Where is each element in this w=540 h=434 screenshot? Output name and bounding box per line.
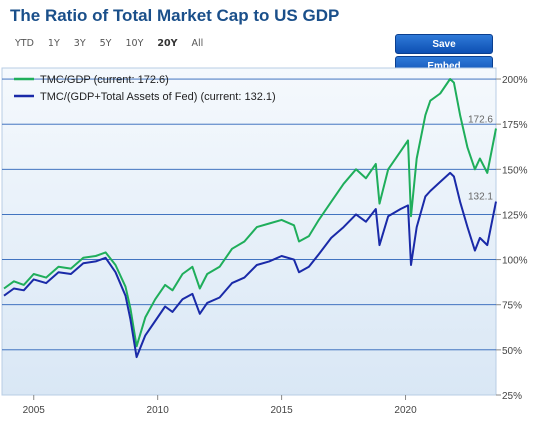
y-tick-label: 75% xyxy=(502,301,522,312)
y-axis: 25% 50% 75% 100% 125% 150% 175% 200% xyxy=(496,75,528,402)
legend-label: TMC/(GDP+Total Assets of Fed) (current: … xyxy=(40,91,276,103)
legend: TMC/GDP (current: 172.6) TMC/(GDP+Total A… xyxy=(14,74,276,103)
y-tick-label: 175% xyxy=(502,120,528,131)
plot-area xyxy=(1,67,497,396)
page-title: The Ratio of Total Market Cap to US GDP xyxy=(10,6,340,25)
range-all[interactable]: All xyxy=(191,38,204,49)
end-value-label: 172.6 xyxy=(468,115,493,126)
x-tick-label: 2015 xyxy=(270,405,293,416)
legend-label: TMC/GDP (current: 172.6) xyxy=(40,74,169,86)
save-button[interactable]: Save xyxy=(395,34,493,54)
x-axis: 2005 2010 2015 2020 xyxy=(23,395,417,416)
y-tick-label: 100% xyxy=(502,256,528,267)
y-tick-label: 150% xyxy=(502,165,528,176)
y-tick-label: 25% xyxy=(502,391,522,402)
y-tick-label: 200% xyxy=(502,75,528,86)
x-tick-label: 2020 xyxy=(394,405,417,416)
grid-lines xyxy=(2,78,496,351)
range-ytd[interactable]: YTD xyxy=(15,38,34,49)
series-line-1 xyxy=(3,78,497,348)
series-line-2 xyxy=(3,171,497,359)
y-tick-label: 50% xyxy=(502,346,522,357)
range-10y[interactable]: 10Y xyxy=(125,38,144,49)
end-value-label: 132.1 xyxy=(468,192,493,203)
range-selector: YTD 1Y 3Y 5Y 10Y 20Y All xyxy=(8,36,210,51)
range-3y[interactable]: 3Y xyxy=(73,38,86,49)
range-1y[interactable]: 1Y xyxy=(47,38,60,49)
range-5y[interactable]: 5Y xyxy=(99,38,112,49)
series-lines xyxy=(3,78,497,359)
range-20y[interactable]: 20Y xyxy=(157,38,178,49)
x-tick-label: 2010 xyxy=(147,405,170,416)
end-labels: 172.6 132.1 xyxy=(468,115,493,203)
x-tick-label: 2005 xyxy=(23,405,46,416)
y-tick-label: 125% xyxy=(502,210,528,221)
